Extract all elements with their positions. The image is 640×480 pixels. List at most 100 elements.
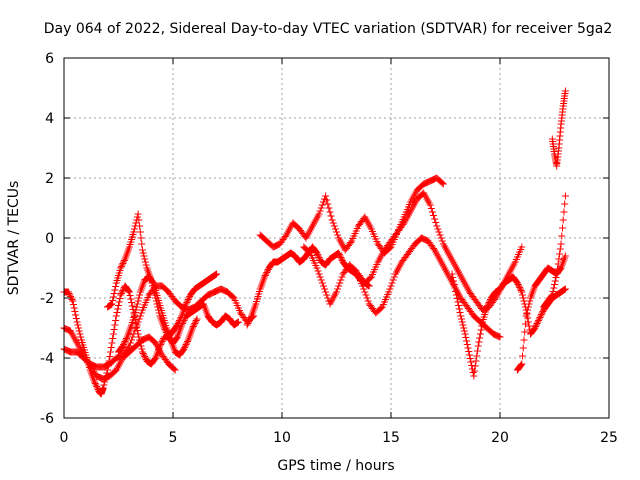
data-point <box>137 234 145 242</box>
data-point <box>338 273 346 281</box>
data-point <box>462 334 470 341</box>
series-track-e <box>115 273 201 359</box>
data-point <box>158 338 166 345</box>
data-point <box>518 243 526 251</box>
data-point <box>127 295 135 303</box>
data-point <box>484 300 492 308</box>
data-point <box>330 222 338 230</box>
data-point <box>455 302 463 309</box>
data-point <box>453 295 461 302</box>
data-point <box>133 213 141 221</box>
data-point <box>323 196 331 204</box>
data-point <box>67 293 75 300</box>
x-tick-label: 20 <box>491 430 509 446</box>
data-point <box>246 315 254 323</box>
data-point <box>137 309 145 317</box>
data-point <box>436 231 444 239</box>
data-point <box>183 339 191 347</box>
data-point <box>183 299 191 306</box>
data-point <box>109 330 117 338</box>
data-point <box>536 314 544 321</box>
data-point <box>553 270 561 278</box>
data-point <box>75 327 83 335</box>
data-point <box>92 381 100 389</box>
data-point <box>184 338 192 345</box>
data-point <box>524 303 532 311</box>
data-point <box>535 315 543 323</box>
data-point <box>234 318 242 326</box>
data-point <box>112 317 120 324</box>
data-point <box>313 264 321 272</box>
data-point <box>361 288 369 296</box>
data-point <box>525 300 533 308</box>
data-point <box>335 251 343 258</box>
data-point <box>473 347 481 355</box>
data-point <box>472 357 480 365</box>
data-point <box>363 294 371 302</box>
data-point <box>193 315 201 323</box>
series-track-h <box>300 234 504 341</box>
data-point <box>132 306 140 314</box>
data-point <box>328 216 336 224</box>
data-point <box>336 279 344 287</box>
series-track-j <box>448 270 569 380</box>
data-point <box>110 290 118 297</box>
data-point <box>117 264 125 272</box>
x-axis-label: GPS time / hours <box>277 458 394 474</box>
data-point <box>532 321 540 329</box>
data-point <box>173 334 181 342</box>
data-point <box>516 285 524 293</box>
data-point <box>132 324 140 332</box>
data-point <box>559 216 567 224</box>
data-point <box>431 215 439 223</box>
data-point <box>125 342 133 350</box>
data-point <box>385 288 393 296</box>
data-point <box>77 333 85 341</box>
data-point <box>513 279 521 287</box>
data-point <box>134 210 142 218</box>
series-track-c <box>60 282 258 371</box>
data-point <box>360 285 368 293</box>
data-point <box>515 282 523 290</box>
data-point <box>438 179 446 187</box>
data-point <box>190 321 198 329</box>
data-point <box>115 302 122 309</box>
data-point <box>315 254 323 261</box>
data-point <box>122 336 130 344</box>
data-point <box>466 355 474 362</box>
data-point <box>130 228 138 236</box>
data-point <box>136 312 144 320</box>
data-point <box>109 297 117 304</box>
data-point <box>365 282 373 290</box>
data-point <box>548 291 556 299</box>
data-point <box>335 249 343 257</box>
x-tick-label: 10 <box>273 430 291 446</box>
data-point <box>141 258 149 266</box>
data-point <box>522 312 530 320</box>
data-point <box>314 267 322 275</box>
y-tick-label: 0 <box>45 231 54 247</box>
data-point <box>327 212 335 220</box>
series-track-g <box>256 174 447 257</box>
data-point <box>121 338 129 345</box>
data-point <box>135 216 143 224</box>
data-point <box>128 302 136 310</box>
data-point <box>109 335 117 342</box>
data-point <box>124 344 132 351</box>
y-tick-label: 4 <box>45 111 54 127</box>
data-point <box>535 317 543 324</box>
data-point <box>142 261 150 269</box>
data-point <box>518 360 526 368</box>
data-point <box>537 312 545 320</box>
data-point <box>433 222 441 230</box>
data-point <box>524 306 532 314</box>
data-point <box>106 353 114 360</box>
data-point <box>460 327 468 335</box>
data-point <box>135 333 143 341</box>
data-point <box>558 232 566 240</box>
series-track-l <box>548 87 569 170</box>
data-point <box>140 351 148 359</box>
data-point <box>107 344 115 351</box>
data-point <box>532 323 540 330</box>
